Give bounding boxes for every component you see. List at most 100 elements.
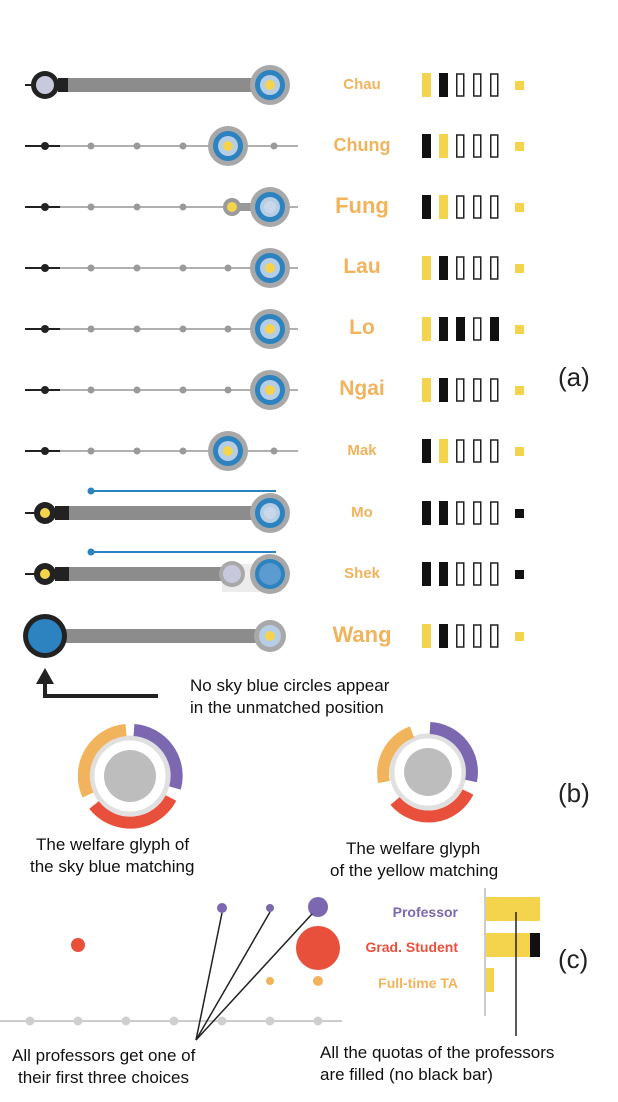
bar-cap (55, 506, 69, 520)
matching-row-fung (25, 187, 524, 227)
unmatched-position-dot (41, 203, 49, 211)
unmatched-circle-core (36, 76, 54, 94)
quota-glyph (422, 317, 524, 341)
axis-dot (25, 1016, 35, 1026)
preference-dot (224, 386, 232, 394)
quota-slot-empty (490, 256, 499, 280)
axis-dot (73, 1016, 83, 1026)
quota-caption-line1: All the quotas of the professors (320, 1043, 555, 1062)
glyph-left-caption-line2: the sky blue matching (30, 857, 195, 876)
name-text: Chung (333, 134, 391, 155)
quota-slot-yellow (422, 317, 431, 341)
quota-slot-yellow (422, 378, 431, 402)
quota-glyph (422, 501, 524, 525)
legend-grad-student: Grad. Student (365, 939, 458, 955)
quota-slot-yellow (439, 134, 448, 158)
name-text: Fung (335, 193, 389, 219)
yellow-dot (265, 385, 275, 395)
glyph-left-caption-line1: The welfare glyph of (36, 835, 190, 854)
quota-slot-yellow (422, 73, 431, 97)
quota-indicator-square (515, 509, 524, 518)
axis-dot (313, 1016, 323, 1026)
matching-row-mak (25, 431, 524, 471)
yellow-dot (223, 141, 233, 151)
axis-dot (169, 1016, 179, 1026)
preference-dot (133, 447, 141, 455)
preference-dot (179, 447, 187, 455)
quota-slot-yellow (439, 439, 448, 463)
quota-slot-empty (490, 195, 499, 219)
yellow-dot (265, 631, 275, 641)
quota-glyph (422, 134, 524, 158)
quota-slot-empty (490, 562, 499, 586)
quota-slot-empty (473, 624, 482, 648)
quota-glyph (422, 562, 524, 586)
yellow-dot (265, 80, 275, 90)
quota-glyph (422, 439, 524, 463)
preference-dot (224, 325, 232, 333)
unmatched-annotation-line1: No sky blue circles appear (190, 676, 390, 695)
grad-student-quota-bar (486, 933, 530, 957)
quota-slot-empty (456, 624, 465, 648)
quota-slot-black (422, 439, 431, 463)
matching-rows (23, 65, 524, 658)
bar-cap (55, 567, 69, 581)
matching-bar (58, 78, 270, 92)
unmatched-position-dot (41, 325, 49, 333)
preference-dot (224, 264, 232, 272)
quota-slot-empty (490, 439, 499, 463)
matching-row-chau (25, 65, 524, 105)
quota-glyph (422, 256, 524, 280)
matching-row-shek (25, 548, 524, 594)
grad-student-unfilled-bar (530, 933, 540, 957)
matching-row-mo (25, 487, 524, 533)
panel-label-b: (b) (558, 778, 590, 808)
quota-slot-black (422, 134, 431, 158)
glyph-right-caption-line1: The welfare glyph (346, 839, 481, 858)
preference-dot (87, 142, 95, 150)
bar-cap (58, 78, 68, 92)
quota-indicator-square (515, 142, 524, 151)
quota-slot-black (456, 317, 465, 341)
sky-blue-link-dot (87, 487, 95, 495)
quota-indicator-square (515, 570, 524, 579)
name-text: Chau (343, 75, 381, 93)
professor-quota-bar (486, 897, 540, 921)
unmatched-position-dot (41, 264, 49, 272)
quota-slot-empty (456, 73, 465, 97)
quota-slot-empty (473, 256, 482, 280)
yellow-dot (223, 446, 233, 456)
quota-slot-empty (490, 134, 499, 158)
preference-dot (270, 447, 278, 455)
unmatched-annotation-line2: in the unmatched position (190, 698, 384, 717)
quota-slot-empty (473, 317, 482, 341)
quota-slot-black (422, 195, 431, 219)
quota-slot-empty (490, 73, 499, 97)
quota-slot-empty (456, 501, 465, 525)
quota-slot-black (439, 562, 448, 586)
glyph-right-caption-line2: of the yellow matching (330, 861, 499, 880)
target-core (264, 507, 276, 519)
preference-dot (270, 142, 278, 150)
quota-indicator-square (515, 632, 524, 641)
quota-indicator-square (515, 447, 524, 456)
matching-row-chung (25, 126, 524, 166)
matching-row-ngai (25, 370, 524, 410)
quota-slot-empty (473, 195, 482, 219)
quota-slot-black (439, 624, 448, 648)
quota-slot-black (439, 73, 448, 97)
grad-student-point (71, 938, 85, 952)
fulltime-ta-quota-bar (486, 968, 494, 992)
panel-label-a: (a) (558, 362, 590, 392)
matching-row-lo (25, 309, 524, 349)
matching-bar (58, 567, 270, 581)
matching-row-wang (23, 614, 524, 658)
quota-glyph (422, 624, 524, 648)
legend-professor: Professor (392, 904, 458, 920)
preference-dot (179, 264, 187, 272)
legend-fulltime-ta: Full-time TA (378, 975, 458, 991)
quota-indicator-square (515, 264, 524, 273)
name-text: Mo (351, 503, 373, 521)
unmatched-annotation-arrow (36, 668, 158, 698)
yellow-dot (265, 263, 275, 273)
